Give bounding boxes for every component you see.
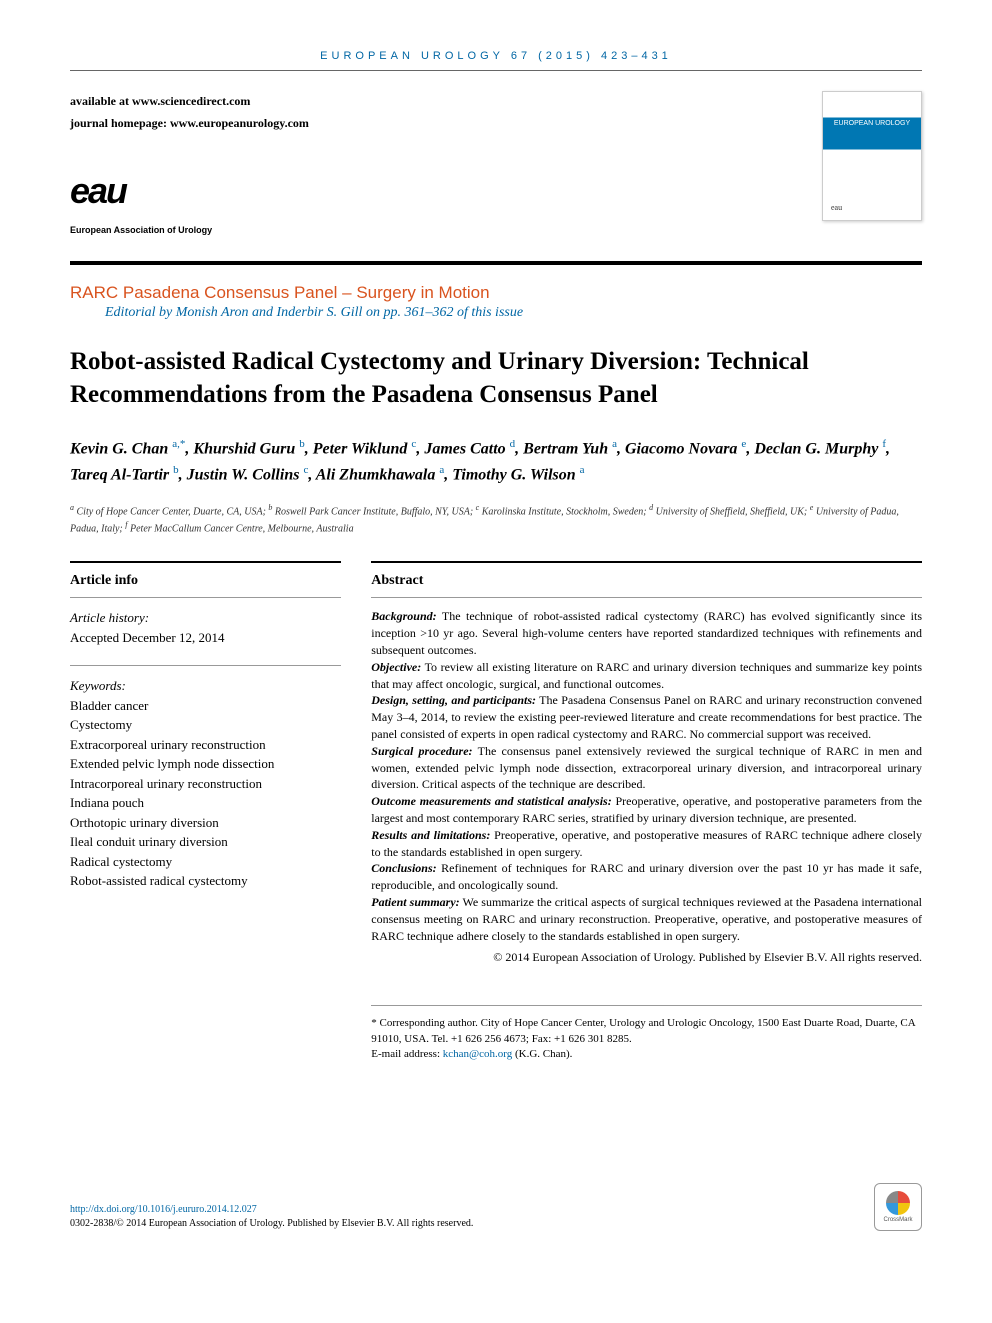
authors-list: Kevin G. Chan a,*, Khurshid Guru b, Pete… [70,436,922,487]
sciencedirect-link[interactable]: www.sciencedirect.com [132,94,250,108]
editorial-note: Editorial by Monish Aron and Inderbir S.… [105,305,922,321]
abstract-text: Background: The technique of robot-assis… [371,608,922,944]
keyword-item: Intracorporeal urinary reconstruction [70,774,341,794]
abstract-section: Results and limitations: Preoperative, o… [371,827,922,861]
keyword-item: Cystectomy [70,715,341,735]
email-suffix: (K.G. Chan). [512,1048,572,1060]
doi-link[interactable]: http://dx.doi.org/10.1016/j.eururo.2014.… [70,1203,473,1217]
abstract-section: Outcome measurements and statistical ana… [371,793,922,827]
eau-logo: eau European Association of Urology [70,159,212,238]
section-header: RARC Pasadena Consensus Panel – Surgery … [70,283,922,303]
corresponding-text: * Corresponding author. City of Hope Can… [371,1016,922,1047]
keyword-item: Ileal conduit urinary diversion [70,832,341,852]
journal-header: EUROPEAN UROLOGY 67 (2015) 423–431 [70,50,922,62]
crossmark-badge[interactable]: CrossMark [874,1183,922,1231]
keywords-label: Keywords: [70,676,341,696]
keyword-item: Bladder cancer [70,696,341,716]
article-info-column: Article info Article history: Accepted D… [70,561,341,1062]
keyword-item: Radical cystectomy [70,852,341,872]
eau-logo-text: eau [70,159,212,224]
abstract-section-label: Results and limitations: [371,828,490,842]
keyword-item: Extracorporeal urinary reconstruction [70,735,341,755]
issn-copyright: 0302-2838/© 2014 European Association of… [70,1217,473,1231]
email-link[interactable]: kchan@coh.org [443,1048,513,1060]
footer-left: http://dx.doi.org/10.1016/j.eururo.2014.… [70,1203,473,1231]
abstract-section: Objective: To review all existing litera… [371,659,922,693]
crossmark-icon [886,1191,910,1215]
abstract-section: Surgical procedure: The consensus panel … [371,743,922,793]
article-history: Article history: Accepted December 12, 2… [70,608,341,647]
keyword-item: Extended pelvic lymph node dissection [70,754,341,774]
history-value: Accepted December 12, 2014 [70,628,341,648]
abstract-section-text: To review all existing literature on RAR… [371,660,922,691]
abstract-section-label: Objective: [371,660,421,674]
content-row: Article info Article history: Accepted D… [70,561,922,1062]
logo-row: eau European Association of Urology [70,159,309,238]
abstract-section-label: Background: [371,609,436,623]
keywords-divider [70,665,341,666]
keywords-section: Keywords: Bladder cancerCystectomyExtrac… [70,676,341,891]
abstract-section-label: Surgical procedure: [371,744,472,758]
keywords-list: Bladder cancerCystectomyExtracorporeal u… [70,696,341,891]
corresponding-author: * Corresponding author. City of Hope Can… [371,1005,922,1062]
abstract-section: Patient summary: We summarize the critic… [371,894,922,944]
abstract-divider [371,597,922,598]
affiliations: a City of Hope Cancer Center, Duarte, CA… [70,502,922,537]
journal-cover-thumbnail [822,91,922,221]
available-prefix: available at [70,94,132,108]
homepage-link[interactable]: www.europeanurology.com [170,116,309,130]
abstract-section: Design, setting, and participants: The P… [371,692,922,742]
email-label: E-mail address: [371,1048,442,1060]
availability-block: available at www.sciencedirect.com journ… [70,91,309,246]
abstract-section-text: The technique of robot-assisted radical … [371,609,922,657]
thick-divider [70,261,922,265]
abstract-section-text: Refinement of techniques for RARC and ur… [371,861,922,892]
abstract-section-label: Design, setting, and participants: [371,693,536,707]
abstract-heading: Abstract [371,561,922,589]
available-at: available at www.sciencedirect.com [70,91,309,113]
article-title: Robot-assisted Radical Cystectomy and Ur… [70,346,922,411]
abstract-section: Background: The technique of robot-assis… [371,608,922,658]
corresponding-email-line: E-mail address: kchan@coh.org (K.G. Chan… [371,1047,922,1062]
keyword-item: Robot-assisted radical cystectomy [70,871,341,891]
header-row: available at www.sciencedirect.com journ… [70,91,922,246]
journal-homepage: journal homepage: www.europeanurology.co… [70,113,309,135]
history-label: Article history: [70,608,341,628]
abstract-column: Abstract Background: The technique of ro… [371,561,922,1062]
page-footer: http://dx.doi.org/10.1016/j.eururo.2014.… [70,1183,922,1231]
abstract-copyright: © 2014 European Association of Urology. … [371,950,922,965]
abstract-section-label: Patient summary: [371,895,459,909]
info-divider [70,597,341,598]
eau-logo-subtitle: European Association of Urology [70,222,212,238]
article-info-heading: Article info [70,561,341,589]
abstract-section: Conclusions: Refinement of techniques fo… [371,860,922,894]
keyword-item: Orthotopic urinary diversion [70,813,341,833]
header-divider [70,70,922,71]
crossmark-label: CrossMark [883,1217,912,1223]
abstract-section-label: Conclusions: [371,861,436,875]
homepage-prefix: journal homepage: [70,116,170,130]
abstract-section-label: Outcome measurements and statistical ana… [371,794,611,808]
keyword-item: Indiana pouch [70,793,341,813]
